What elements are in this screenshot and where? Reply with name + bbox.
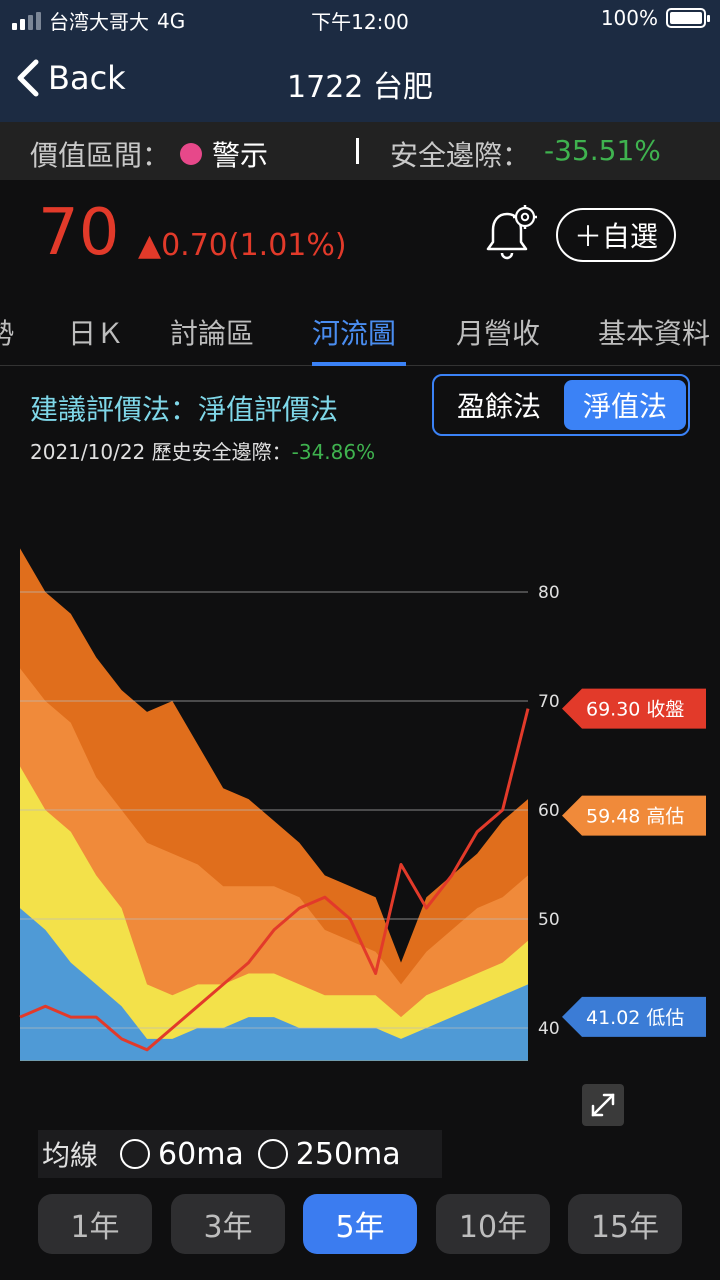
range-1y-button[interactable]: 1年 <box>38 1194 152 1254</box>
y-tick-label: 60 <box>538 801 560 821</box>
river-band-2 <box>20 766 528 1061</box>
network-type: 4G <box>157 8 186 33</box>
earnings-method-button[interactable]: 盈餘法 <box>456 390 541 423</box>
range-value: 警示 <box>212 139 269 172</box>
tab-discussion[interactable]: 討論區 <box>170 317 255 350</box>
river-band-3 <box>20 908 528 1061</box>
price-tag-1 <box>562 795 706 836</box>
radio-icon <box>257 1139 288 1169</box>
battery-percent: 100% <box>600 6 658 30</box>
carrier-name: 台湾大哥大 <box>49 10 149 34</box>
river-band-1 <box>20 668 528 1061</box>
ma-250-option[interactable]: 250ma <box>257 1136 401 1172</box>
tab-river-chart[interactable]: 河流圖 <box>312 317 397 350</box>
valuation-bar: 價值區間： 警示 安全邊際： -35.51% <box>0 122 720 180</box>
historical-margin-label: 2021/10/22 歷史安全邊際： <box>30 440 292 464</box>
page-title: 1722 台肥 <box>287 70 433 105</box>
ma-60-option[interactable]: 60ma <box>120 1137 244 1172</box>
back-label: Back <box>48 59 126 97</box>
back-button[interactable]: Back <box>14 58 126 98</box>
range-3y-button[interactable]: 3年 <box>171 1194 285 1254</box>
range-label: 價值區間： <box>30 139 171 172</box>
range-selector: 1年 3年 5年 10年 15年 <box>38 1194 682 1254</box>
status-time: 下午12:00 <box>311 10 409 34</box>
expand-icon[interactable] <box>582 1084 624 1126</box>
battery-icon <box>666 8 710 28</box>
margin-value: -35.51% <box>544 134 661 167</box>
tab-fundamentals[interactable]: 基本資料 <box>598 317 711 350</box>
warning-dot-icon <box>180 143 203 165</box>
radio-icon <box>120 1139 151 1169</box>
ma-60-label: 60ma <box>158 1136 244 1172</box>
battery-info: 100% <box>600 6 710 30</box>
price-tag-0 <box>562 688 706 729</box>
nav-method-button[interactable]: 淨值法 <box>564 380 686 430</box>
valuation-method: 建議評價法：淨值評價法 <box>30 393 339 426</box>
active-tab-indicator <box>312 362 406 366</box>
tab-monthly-revenue[interactable]: 月營收 <box>456 317 541 350</box>
tab-daily-k[interactable]: 日Ｋ <box>68 317 125 350</box>
y-tick-label: 70 <box>538 692 560 712</box>
y-tick-label: 40 <box>538 1019 560 1039</box>
price-tag-label: 41.02 低估 <box>586 1007 684 1029</box>
tab-bar: 勢 日Ｋ 討論區 河流圖 月營收 基本資料 <box>0 300 720 366</box>
range-5y-button[interactable]: 5年 <box>303 1194 417 1254</box>
historical-margin: 2021/10/22 歷史安全邊際：-34.86% <box>30 436 375 465</box>
range-10y-button[interactable]: 10年 <box>436 1194 550 1254</box>
tab-trend[interactable]: 勢 <box>0 317 15 350</box>
signal-icon <box>12 11 41 30</box>
ma-label: 均線 <box>42 1139 99 1172</box>
nav-bar: Back 1722 台肥 <box>0 40 720 122</box>
add-watchlist-button[interactable]: ＋自選 <box>556 208 676 262</box>
historical-margin-value: -34.86% <box>291 440 376 464</box>
method-toggle: 盈餘法 淨值法 <box>432 374 690 436</box>
carrier-info: 台湾大哥大 4G <box>12 6 185 35</box>
status-bar: 台湾大哥大 4G 下午12:00 100% <box>0 0 720 40</box>
price-line <box>19 708 530 1052</box>
price-tag-label: 69.30 收盤 <box>586 699 684 721</box>
ma-250-label: 250ma <box>295 1136 401 1172</box>
range-15y-button[interactable]: 15年 <box>568 1194 682 1254</box>
stock-price: 70 <box>38 196 120 270</box>
y-tick-label: 50 <box>538 910 560 930</box>
price-tag-2 <box>562 996 706 1037</box>
price-tag-label: 59.48 高估 <box>586 806 684 828</box>
moving-average-row: 均線 60ma 250ma <box>38 1130 442 1178</box>
chevron-left-icon <box>17 59 39 97</box>
y-tick-label: 80 <box>538 583 560 603</box>
divider <box>356 138 359 164</box>
alert-bell-icon[interactable] <box>480 204 542 266</box>
margin-label: 安全邊際： <box>390 139 531 172</box>
price-change: ▲0.70(1.01%) <box>138 228 347 263</box>
